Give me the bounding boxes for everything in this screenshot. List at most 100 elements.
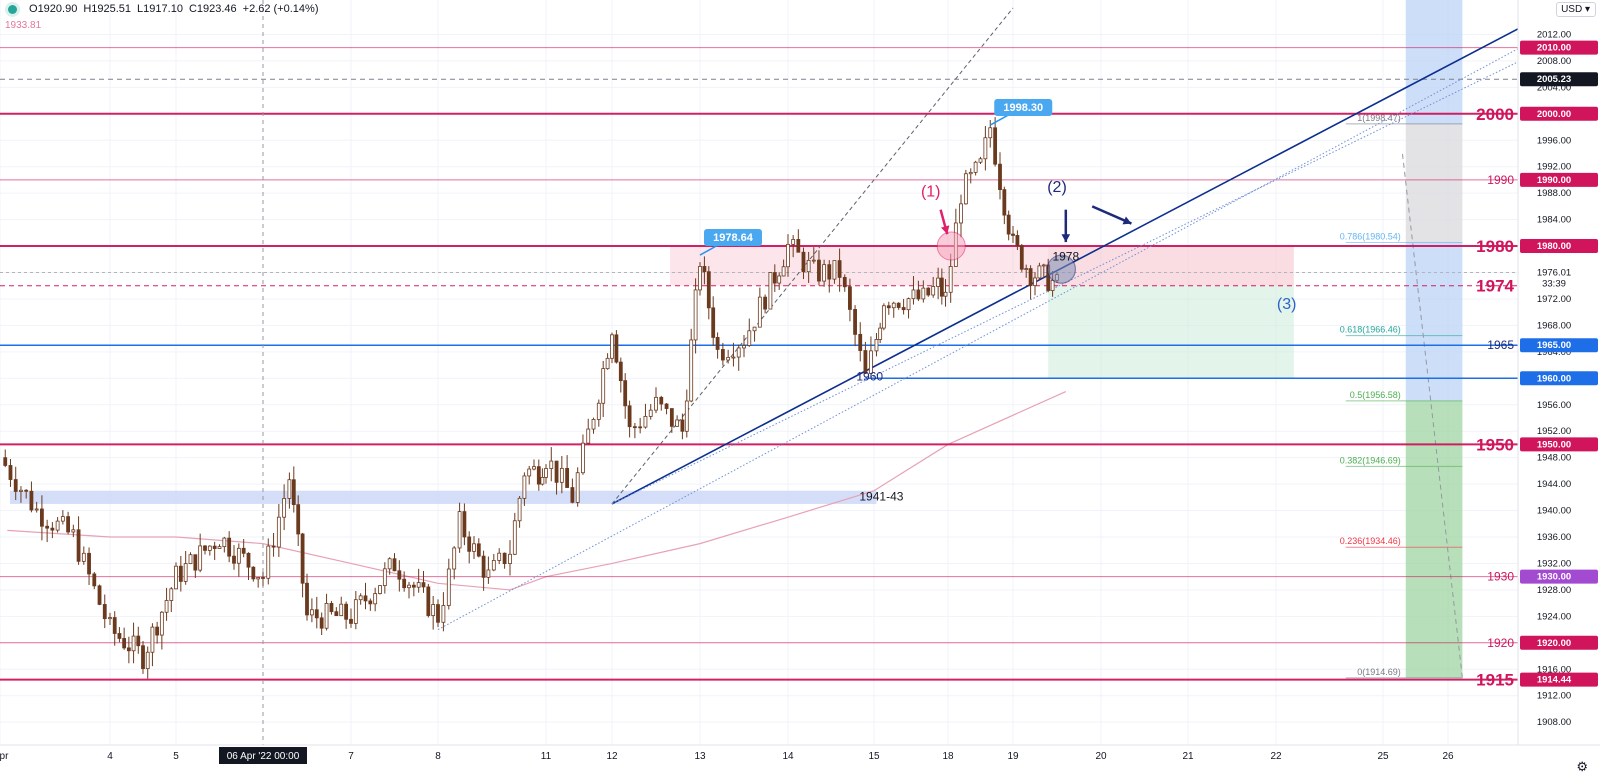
candle-body [512, 520, 517, 555]
candle-body [659, 396, 664, 405]
annotation-text: 1960 [856, 369, 883, 383]
candle-body [549, 460, 554, 469]
candle-body [605, 357, 610, 370]
candle-body [943, 291, 948, 297]
candle-body [623, 380, 628, 407]
price-tag-box [1520, 40, 1598, 55]
price-tag-label: 1965.00 [1537, 340, 1571, 351]
price-tag-box [1520, 672, 1598, 687]
candle-body [102, 604, 107, 620]
candle-body [726, 356, 731, 361]
candle-body [715, 337, 720, 350]
candle-body [50, 527, 55, 531]
candle-body [817, 259, 821, 282]
price-tag-label: 2005.23 [1537, 74, 1571, 85]
time-tick-label: 13 [694, 751, 706, 762]
ohlc-close: C1923.46 [188, 3, 237, 15]
support-band [10, 490, 877, 504]
price-tick-label: 1988.00 [1537, 188, 1571, 199]
candle-body [522, 475, 527, 499]
moving-average-line [7, 390, 1067, 591]
candle-body [931, 286, 936, 296]
time-tick-label: 15 [868, 751, 880, 762]
price-tick-label: 2008.00 [1537, 56, 1571, 67]
crosshair-time-box [219, 747, 307, 764]
candle-body [324, 602, 329, 629]
candle-body [60, 516, 65, 522]
time-tick-label: 20 [1095, 751, 1107, 762]
candle-body [378, 585, 382, 594]
candle-body [416, 582, 421, 588]
price-tick-label: 1948.00 [1537, 453, 1571, 464]
candle-body [1028, 268, 1033, 287]
candle-body [643, 415, 648, 428]
price-tick-label: 1956.00 [1537, 400, 1571, 411]
candle-body [24, 489, 29, 492]
time-tick-label: 21 [1182, 751, 1194, 762]
candle-body [939, 277, 944, 297]
fib-level-label: 0.618(1966.46) [1340, 325, 1401, 335]
status-dot-icon [8, 4, 17, 14]
candle-body [554, 460, 559, 483]
candle-body [402, 578, 407, 589]
candle-body [71, 529, 76, 533]
time-tick-label: 4 [107, 751, 113, 762]
candle-body [968, 171, 973, 175]
time-tick-label: 26 [1442, 751, 1454, 762]
candle-body [155, 626, 160, 636]
stop-zone [1048, 246, 1294, 286]
candle-body [426, 586, 431, 616]
candle-body [92, 573, 97, 587]
candle-body [863, 350, 868, 374]
annotation-text: (1) [921, 183, 941, 200]
time-tick-label: 25 [1377, 751, 1389, 762]
candle-body [786, 243, 790, 268]
candle-body [296, 504, 301, 535]
candle-body [159, 611, 164, 636]
candle-body [358, 595, 363, 601]
candle-body [397, 570, 402, 580]
candle-body [570, 487, 575, 503]
candle-body [632, 426, 637, 429]
candle-body [664, 403, 669, 409]
candle-body [675, 419, 680, 427]
time-tick-label: 8 [435, 751, 441, 762]
price-tag-box [1520, 106, 1598, 121]
price-tag-box [1520, 72, 1598, 87]
candle-body [117, 633, 122, 639]
candle-body [527, 468, 532, 477]
time-tick-label: 7 [348, 751, 354, 762]
candle-body [246, 552, 251, 568]
candle-body [948, 266, 953, 293]
candle-body [300, 533, 305, 584]
candle-body [169, 588, 174, 601]
candle-body [575, 472, 580, 503]
candle-body [241, 547, 246, 554]
price-tick-label: 1932.00 [1537, 558, 1571, 569]
candle-body [772, 272, 777, 284]
candle-body [40, 508, 44, 527]
settings-gear-icon[interactable]: ⚙ [1576, 759, 1588, 774]
candle-body [407, 584, 411, 589]
candle-body [382, 568, 387, 586]
currency-selector[interactable]: USD ▾ [1556, 2, 1596, 17]
candle-body [842, 277, 847, 288]
candle-body [848, 286, 852, 310]
candle-body [486, 569, 491, 578]
level-label: 1980 [1476, 237, 1514, 256]
candle-body [81, 552, 86, 562]
target-zone [1048, 285, 1294, 379]
candle-body [431, 604, 436, 616]
candle-body [693, 289, 698, 341]
candle-body [689, 339, 694, 402]
price-tag-box [1520, 239, 1598, 254]
price-tick-label: 1984.00 [1537, 215, 1571, 226]
callout-pointer [699, 244, 719, 256]
candle-body [467, 536, 472, 552]
arrow-1-head [941, 225, 950, 235]
candle-body [811, 259, 816, 262]
candle-body [581, 442, 585, 474]
ohlc-low: L1917.10 [137, 3, 183, 15]
candle-body [1033, 277, 1037, 287]
